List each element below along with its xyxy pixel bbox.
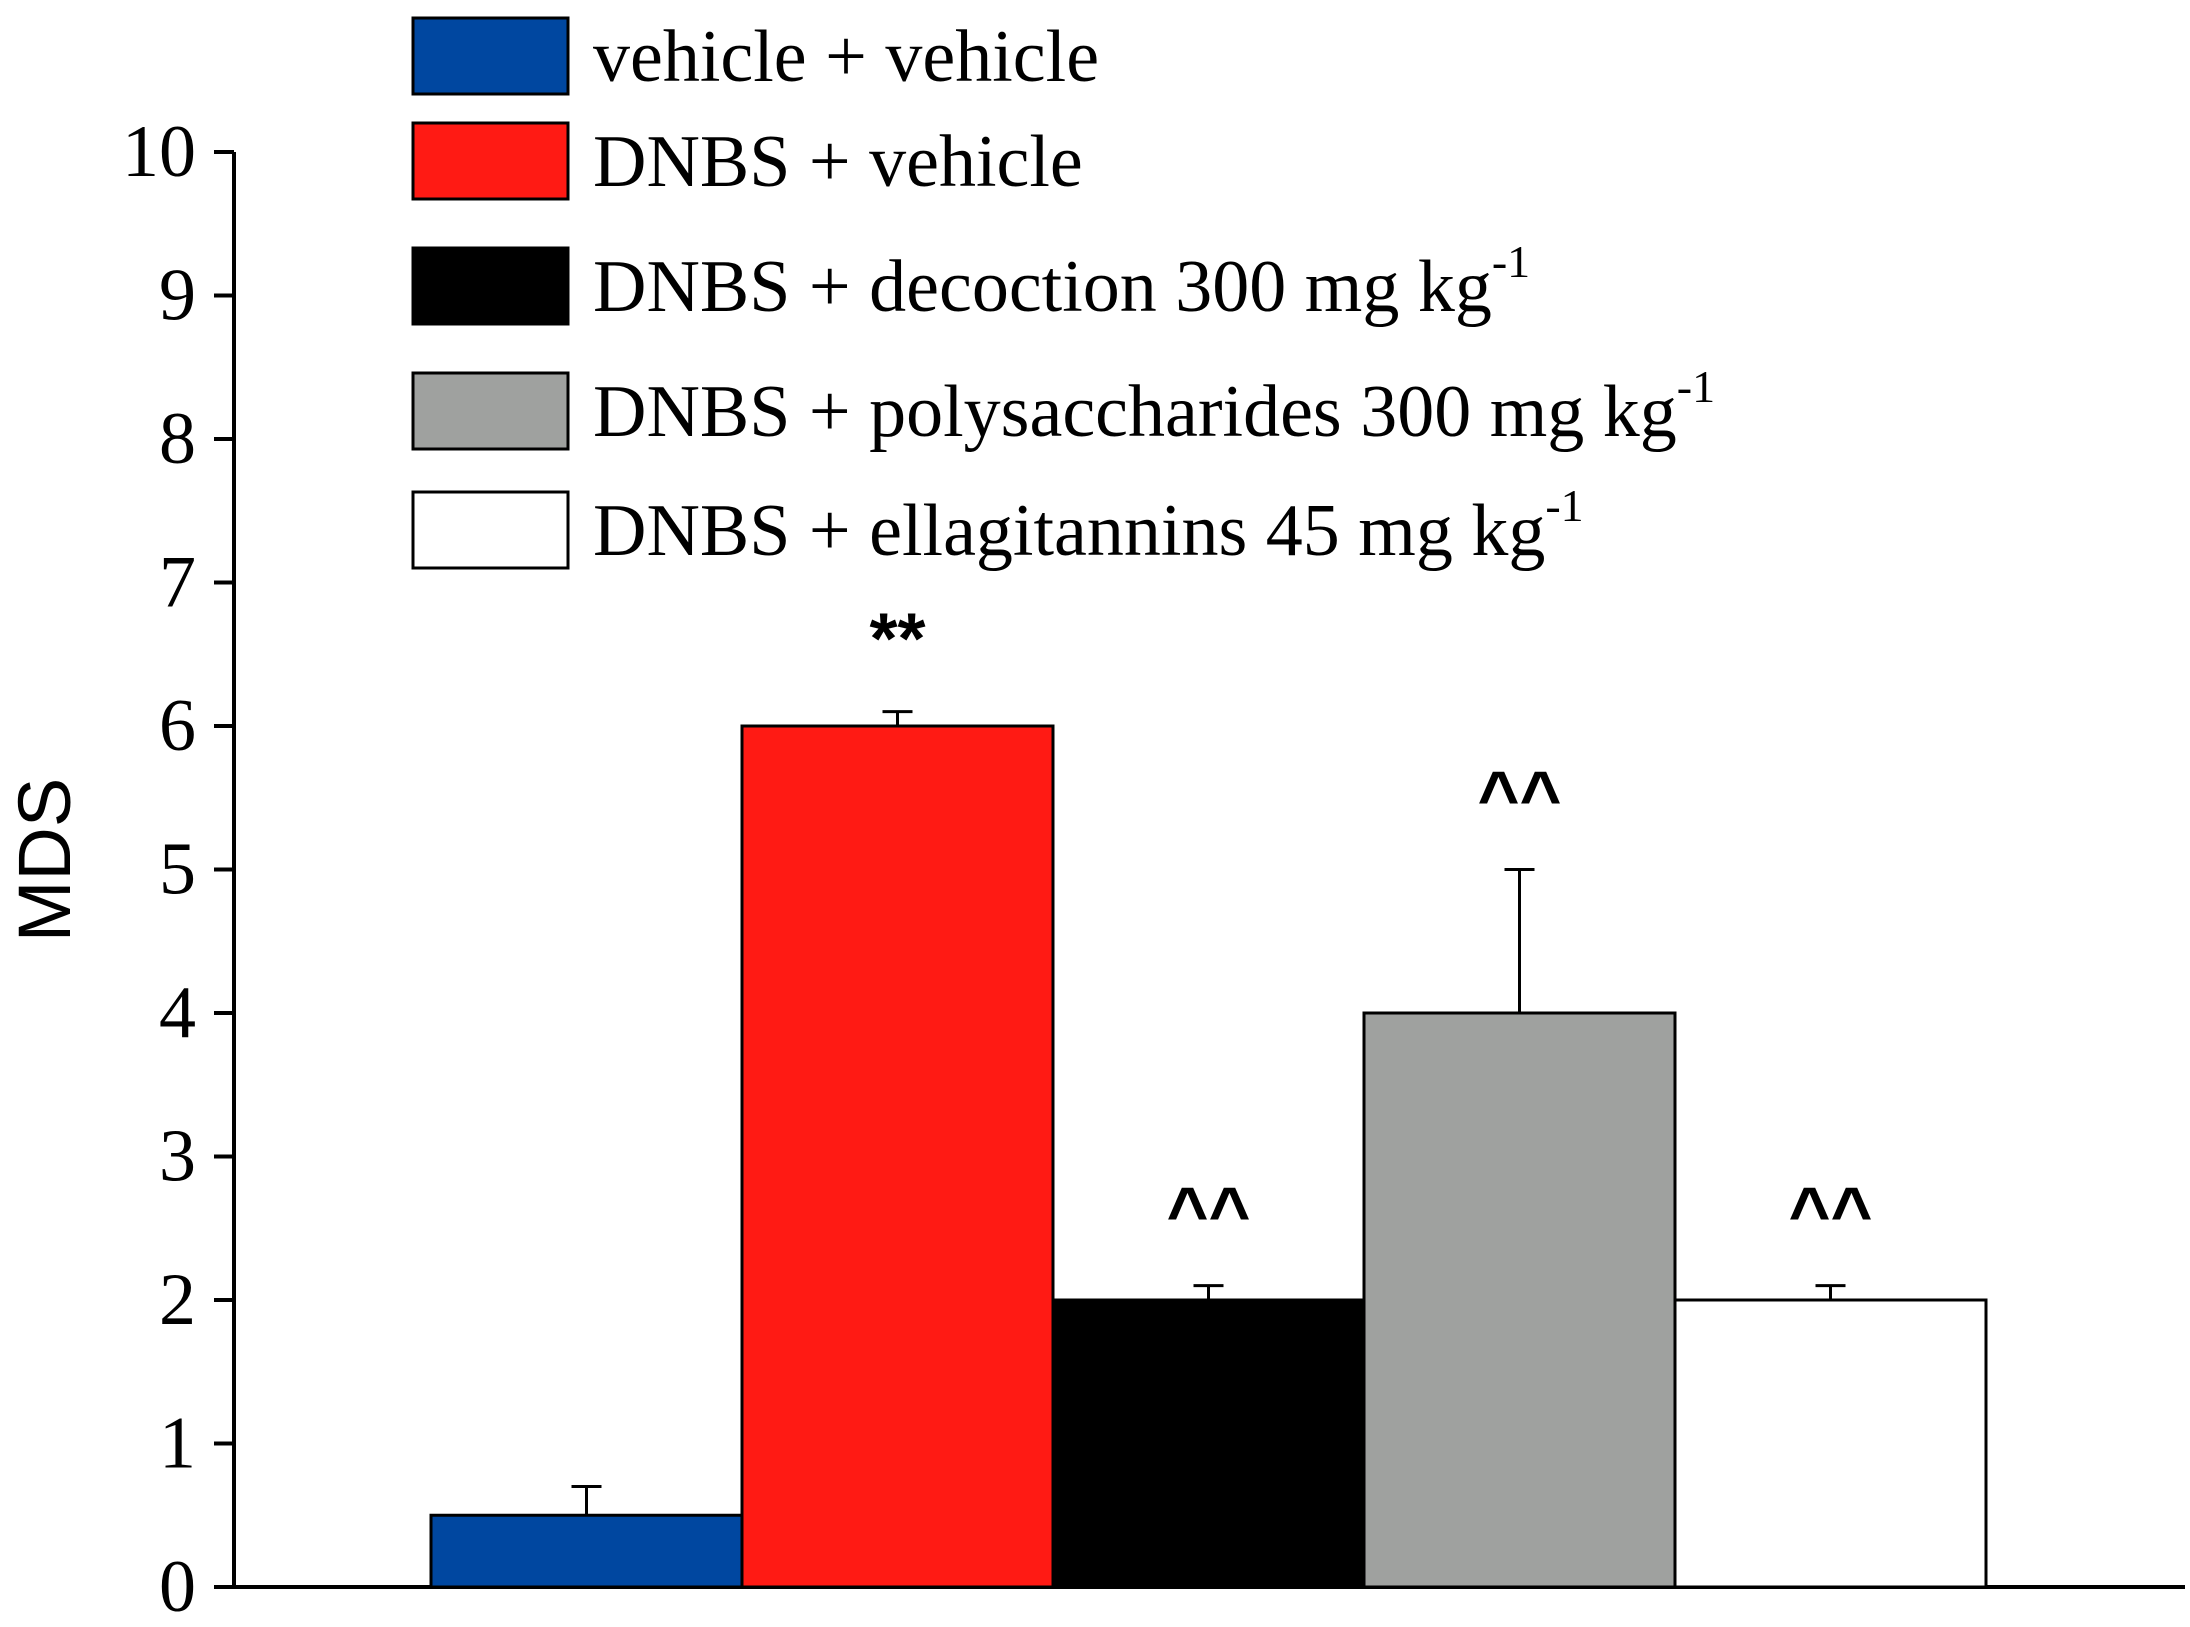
- bar: [1673, 1298, 1988, 1589]
- y-axis-title: MDS: [3, 778, 86, 942]
- legend-swatch: [411, 371, 570, 451]
- legend-label: DNBS + ellagitannins 45 mg kg-1: [593, 480, 1584, 572]
- significance-label: ^^: [1477, 758, 1561, 838]
- y-tick-label: 4: [159, 972, 196, 1054]
- significance-label: ^^: [1788, 1174, 1872, 1254]
- significance-label: ^^: [1166, 1174, 1250, 1254]
- y-axis: 0 1 2 3 4 5 6 7 8 9 10: [122, 111, 2185, 1627]
- legend-label: DNBS + decoction 300 mg kg-1: [593, 236, 1530, 328]
- significance-label: **: [869, 600, 925, 680]
- bar: [740, 724, 1055, 1589]
- y-tick-label: 6: [159, 685, 196, 767]
- y-tick-label: 9: [159, 255, 196, 337]
- y-tick-label: 7: [159, 542, 196, 624]
- legend-unit-exponent: -1: [1492, 236, 1530, 287]
- y-tick-label: 8: [159, 398, 196, 480]
- legend-label: DNBS + polysaccharides 300 mg kg-1: [593, 361, 1715, 453]
- legend-unit-exponent: -1: [1677, 361, 1715, 412]
- bars: ** ^^ ^^ ^^: [429, 600, 1988, 1589]
- legend-unit-exponent: -1: [1545, 480, 1583, 531]
- legend-swatch: [411, 246, 570, 326]
- legend-swatch: [411, 16, 570, 96]
- legend-swatch: [411, 121, 570, 201]
- legend: vehicle + vehicle DNBS + vehicle DNBS + de…: [411, 16, 1715, 572]
- bar: [1051, 1298, 1366, 1589]
- legend-label: DNBS + vehicle: [593, 121, 1083, 203]
- y-tick-label: 0: [159, 1546, 196, 1627]
- bar: [429, 1513, 744, 1589]
- legend-swatch: [411, 490, 570, 570]
- y-tick-label: 3: [159, 1116, 196, 1198]
- y-tick-label: 10: [122, 111, 196, 193]
- y-tick-label: 2: [159, 1259, 196, 1341]
- legend-label: vehicle + vehicle: [593, 16, 1099, 98]
- y-tick-label: 5: [159, 829, 196, 911]
- bar: [1362, 1011, 1677, 1589]
- y-tick-label: 1: [159, 1403, 196, 1485]
